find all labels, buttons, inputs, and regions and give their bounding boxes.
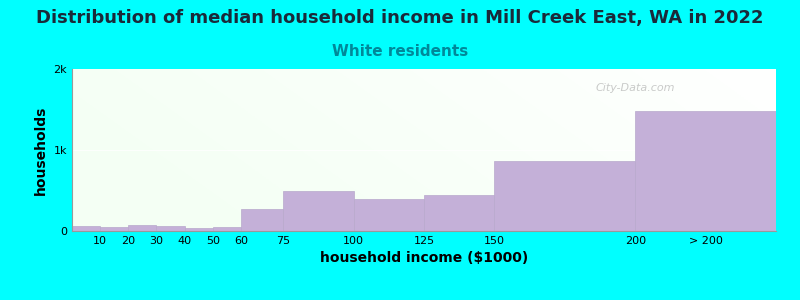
Text: White residents: White residents (332, 44, 468, 59)
Bar (283, 191, 354, 231)
Bar (72, 226, 100, 231)
Bar (128, 224, 157, 231)
Y-axis label: households: households (34, 105, 48, 195)
Bar (635, 111, 776, 231)
Text: Distribution of median household income in Mill Creek East, WA in 2022: Distribution of median household income … (36, 9, 764, 27)
Bar (424, 194, 494, 231)
Bar (100, 227, 128, 231)
Bar (213, 227, 241, 231)
Bar (185, 228, 213, 231)
Bar (494, 161, 635, 231)
Bar (157, 226, 185, 231)
Bar (354, 200, 424, 231)
Text: City-Data.com: City-Data.com (595, 83, 675, 93)
Bar (241, 209, 283, 231)
X-axis label: household income ($1000): household income ($1000) (320, 251, 528, 266)
